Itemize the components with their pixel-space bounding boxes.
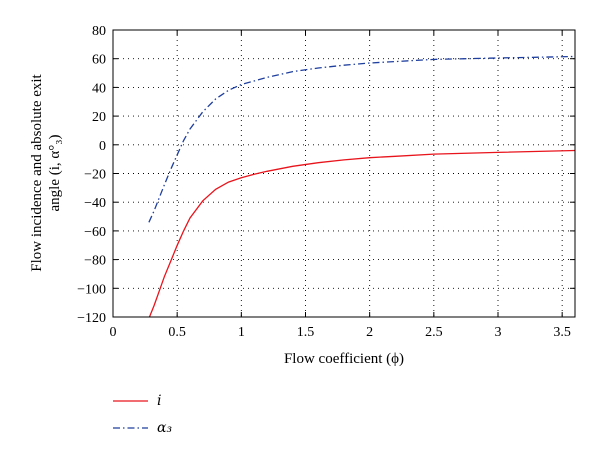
- y-tick-label: −80: [84, 254, 106, 269]
- series-line-alpha3: [148, 55, 575, 223]
- x-tick-label: 1: [238, 325, 245, 340]
- y-axis-label-line1: Flow incidence and absolute exit: [29, 73, 45, 271]
- x-tick-label: 3: [495, 325, 502, 340]
- series-line-i: [148, 149, 575, 317]
- series-layer: [148, 55, 575, 317]
- legend-label-i: i: [157, 393, 161, 409]
- y-tick-label: −100: [77, 282, 106, 297]
- x-tick-label: 1.5: [297, 325, 315, 340]
- y-tick-label: 80: [92, 24, 106, 39]
- y-tick-label: 0: [99, 139, 106, 154]
- y-tick-label: −20: [84, 168, 106, 183]
- x-tick-label: 3.5: [553, 325, 571, 340]
- y-axis-label-line2: angle (i, α°₃): [47, 135, 63, 212]
- legend: i α₃: [113, 393, 172, 436]
- y-tick-label: 60: [92, 53, 106, 68]
- y-tick-label: −60: [84, 225, 106, 240]
- y-tick-label: 40: [92, 81, 106, 96]
- y-tick-label: −40: [84, 196, 106, 211]
- x-tick-label: 2.5: [425, 325, 443, 340]
- x-tick-label: 0: [110, 325, 117, 340]
- y-tick-label: −120: [77, 311, 106, 326]
- ticks: 0 0.5 1 1.5 2 2.5 3 3.5 80 60 40 20 0 −20 −40 −60 −80 −10…: [77, 24, 575, 340]
- legend-label-alpha3: α₃: [157, 420, 172, 436]
- x-tick-label: 2: [366, 325, 373, 340]
- grid: [113, 30, 575, 317]
- y-tick-label: 20: [92, 110, 106, 125]
- x-tick-label: 0.5: [168, 325, 186, 340]
- x-axis-label: Flow coefficient (ϕ): [284, 351, 404, 367]
